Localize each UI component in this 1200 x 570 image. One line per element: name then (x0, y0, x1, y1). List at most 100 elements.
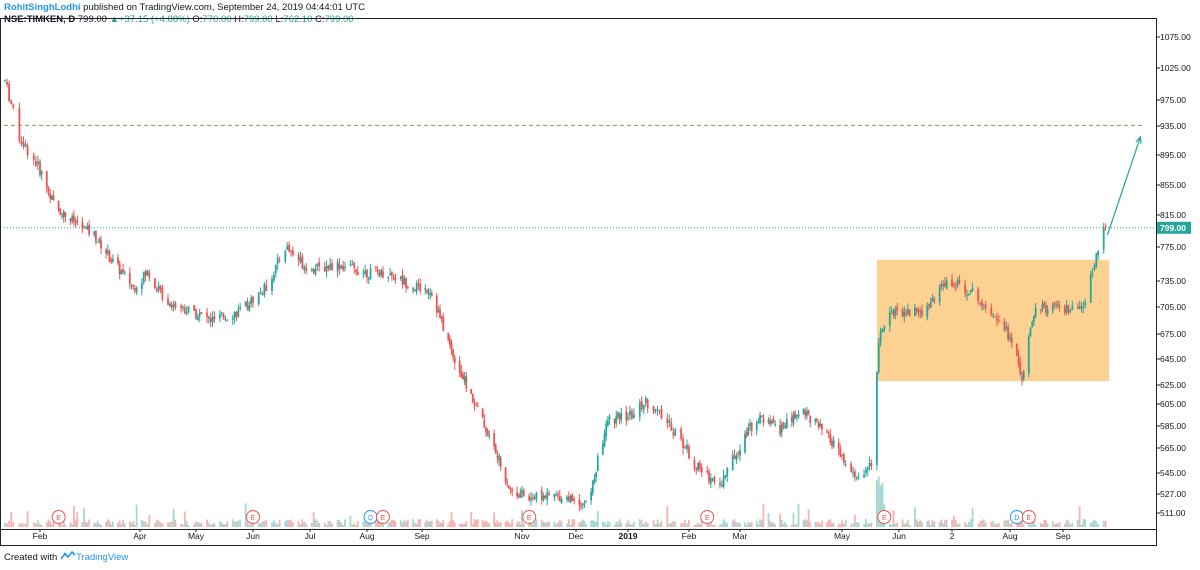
candle-body (261, 293, 264, 295)
candle-body (992, 314, 995, 316)
earnings-marker[interactable]: E (51, 510, 66, 524)
candle-body (259, 292, 262, 294)
candle-body (369, 268, 372, 279)
candle-body (219, 314, 221, 319)
x-tick-label: Jun (892, 531, 906, 541)
volume-bar (250, 520, 253, 527)
candle-body (1091, 271, 1094, 273)
volume-bar (567, 519, 570, 527)
candle-body (213, 316, 216, 320)
volume-bar (908, 524, 911, 527)
volume-bar (842, 523, 845, 527)
candle-body (1071, 306, 1074, 310)
candle-body (533, 497, 536, 499)
volume-bar (499, 521, 502, 527)
earnings-marker[interactable]: E (700, 510, 715, 524)
volume-bar (700, 520, 703, 527)
candle-body (606, 420, 609, 425)
candle-body (745, 432, 748, 437)
candle-body (52, 195, 55, 200)
candle-body (682, 438, 684, 448)
volume-bar (498, 522, 500, 527)
volume-bar (476, 519, 479, 527)
volume-bar (747, 521, 750, 527)
change-value: +37.15 (+4.88%) (119, 14, 190, 25)
earnings-marker[interactable]: E (246, 510, 260, 524)
y-tick-label: 675.00 (1160, 329, 1186, 339)
volume-bar (481, 520, 484, 527)
candle-body (829, 434, 832, 443)
candle-body (531, 496, 534, 499)
volume-bar (990, 521, 993, 527)
volume-bar (713, 524, 716, 527)
candle-body (390, 271, 393, 276)
candle-body (672, 432, 675, 435)
volume-bar (62, 520, 65, 527)
earnings-marker[interactable]: E (375, 510, 390, 524)
volume-bar (555, 524, 558, 527)
volume-bar (979, 521, 981, 527)
candle-body (668, 420, 671, 423)
candle-body (362, 272, 365, 274)
candle-body (1033, 316, 1035, 323)
price-axis[interactable]: 1075.00 1025.00 975.00 935.00 895.00 855.00 81… (1156, 32, 1191, 518)
volume-bar (629, 523, 631, 527)
volume-bar (1005, 520, 1008, 527)
candle-body (338, 263, 341, 270)
event-label: E (1026, 515, 1031, 522)
candle-body (814, 419, 817, 422)
candle-body (161, 287, 164, 300)
volume-bar (928, 520, 930, 527)
candle-body (737, 452, 740, 454)
volume-bar (486, 522, 489, 527)
candle-body (45, 171, 48, 188)
candle-body (903, 311, 906, 317)
volume-bar (720, 523, 723, 527)
candle-body (22, 141, 25, 147)
dividend-marker[interactable]: D (1009, 510, 1024, 524)
candle-body (130, 285, 133, 287)
volume-bar (471, 524, 474, 527)
tradingview-brand[interactable]: TradingView (75, 552, 129, 563)
time-axis[interactable]: Feb Apr May Jun Jul Aug Sep Nov Dec 2019 Feb Mar May… (33, 529, 1071, 541)
volume-bar (340, 522, 343, 527)
volume-bar (303, 521, 306, 527)
candle-body (207, 317, 210, 319)
consolidation-range-box[interactable] (876, 259, 1110, 382)
candle-body (39, 161, 41, 176)
candle-body (892, 310, 895, 316)
candle-body (901, 309, 904, 317)
earnings-marker[interactable]: E (877, 510, 892, 524)
volume-bar (273, 520, 275, 527)
volume-bar (485, 520, 487, 527)
projection-arrow[interactable] (1106, 136, 1142, 236)
candle-body (744, 433, 746, 453)
volume-bar (105, 522, 108, 527)
candle-body (40, 171, 43, 175)
earnings-marker[interactable]: E (1021, 510, 1036, 524)
candle-body (222, 313, 225, 319)
volume-bar (276, 523, 279, 527)
volume-bar (110, 524, 113, 527)
candle-body (195, 308, 197, 319)
candle-body (111, 258, 114, 262)
candle-body (1055, 304, 1058, 306)
volume-bar (1003, 520, 1006, 527)
candle-body (59, 208, 62, 216)
candle-body (378, 272, 381, 277)
candle-body (148, 272, 151, 278)
volume-bar (506, 520, 509, 527)
candle-body (863, 475, 865, 478)
earnings-marker[interactable]: E (522, 510, 537, 524)
author-name[interactable]: RohitSinghLodhi (4, 2, 81, 13)
volume-bar (49, 521, 52, 527)
dividend-marker[interactable]: D (363, 510, 378, 524)
volume-bar (154, 523, 156, 527)
volume-bar (654, 523, 657, 527)
candle-body (187, 306, 190, 313)
candle-body (1043, 302, 1046, 306)
y-tick-label: 565.00 (1160, 443, 1186, 453)
volume-bar (76, 511, 79, 527)
y-tick-label: 545.00 (1160, 468, 1186, 478)
